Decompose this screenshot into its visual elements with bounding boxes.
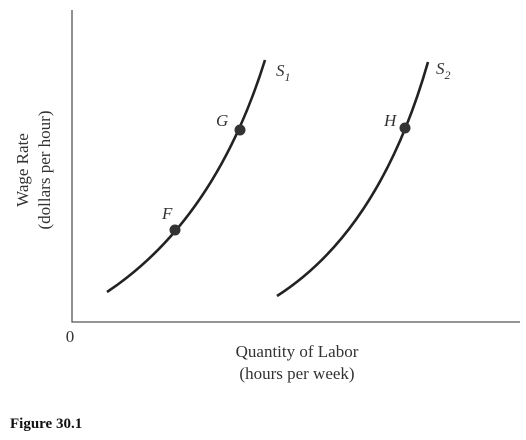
y-axis-label: Wage Rate [13, 133, 32, 207]
curve-label-base: S [276, 61, 285, 80]
point [234, 124, 246, 136]
axes [71, 10, 520, 323]
curve-label-subscript: 1 [285, 70, 291, 84]
caption: Figure 30.1 [10, 416, 82, 432]
curve-label-subscript: 2 [445, 68, 451, 82]
point-label: G [216, 111, 228, 130]
point [399, 122, 411, 134]
x-axis-label: Quantity of Labor [236, 342, 359, 361]
point [169, 224, 181, 236]
supply-curve [276, 61, 430, 298]
curve-label-base: S [436, 59, 445, 78]
curve-label: S1 [276, 61, 291, 84]
supply-curve [106, 59, 267, 294]
origin-label: 0 [66, 327, 75, 346]
y-axis-label: (dollars per hour) [35, 111, 54, 230]
curve-label: S2 [436, 59, 451, 82]
point-label: F [161, 204, 173, 223]
x-axis-label: (hours per week) [239, 364, 354, 383]
point-label: H [383, 111, 398, 130]
